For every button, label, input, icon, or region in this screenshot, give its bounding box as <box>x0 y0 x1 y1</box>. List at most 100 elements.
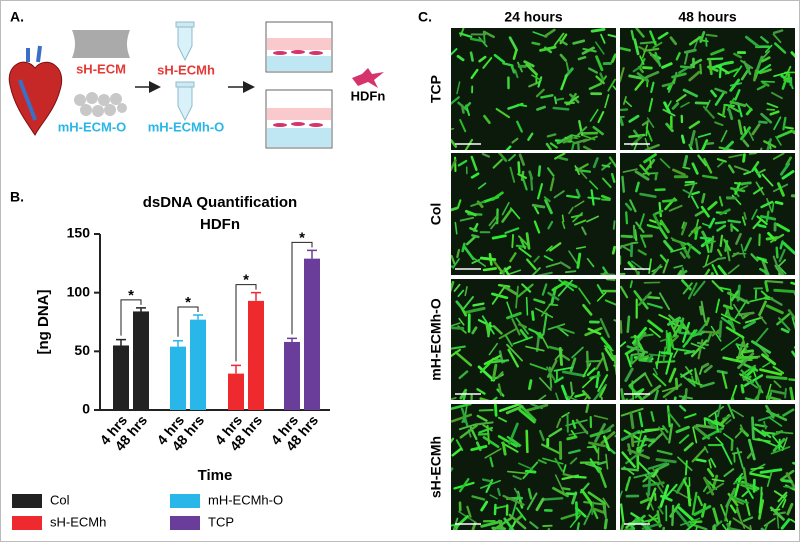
cell <box>588 82 602 91</box>
micrograph-background <box>451 28 616 150</box>
cell <box>708 459 712 469</box>
cell <box>631 380 634 400</box>
cell <box>482 267 497 272</box>
cell <box>681 267 685 275</box>
cell <box>583 504 595 526</box>
cell <box>691 491 698 516</box>
cell <box>727 219 742 224</box>
cell <box>470 200 486 207</box>
cell <box>690 195 699 209</box>
cell <box>729 504 737 514</box>
cell <box>568 430 589 436</box>
cell <box>627 397 634 400</box>
cell <box>647 462 668 470</box>
cell <box>498 328 517 340</box>
ecm-sheet <box>72 30 130 58</box>
micrograph-background <box>620 404 795 530</box>
cell <box>547 220 554 230</box>
cell <box>535 497 545 512</box>
cell <box>719 234 724 248</box>
cell <box>690 225 702 234</box>
cell <box>555 392 560 400</box>
cell <box>612 220 616 230</box>
cell <box>551 281 566 292</box>
cell <box>620 388 625 400</box>
cell <box>528 80 541 88</box>
cell <box>703 240 716 246</box>
cell <box>602 424 615 434</box>
cell <box>483 354 502 366</box>
legend-swatch <box>12 516 42 530</box>
cell <box>668 204 683 212</box>
cell <box>691 446 707 463</box>
cell <box>558 347 564 366</box>
cell <box>525 296 529 316</box>
cell <box>706 482 724 495</box>
cell <box>708 217 716 229</box>
cell <box>458 370 469 380</box>
cell <box>652 41 663 49</box>
cell <box>789 386 795 400</box>
cell <box>559 261 571 270</box>
cell <box>768 416 783 427</box>
cell <box>589 108 599 122</box>
cell <box>498 404 521 413</box>
cell <box>589 180 599 190</box>
cell <box>688 36 702 46</box>
cell <box>733 303 744 320</box>
cell <box>752 219 762 230</box>
cell <box>624 476 631 492</box>
cell <box>773 29 784 35</box>
cell <box>583 145 593 150</box>
cell <box>698 305 704 316</box>
cell <box>781 437 788 451</box>
cell <box>610 53 616 63</box>
cell <box>675 51 681 61</box>
cell <box>601 198 611 202</box>
cell <box>707 201 718 211</box>
cell <box>769 506 785 521</box>
cell <box>479 479 502 489</box>
cell <box>454 351 473 367</box>
cell <box>511 137 519 144</box>
cell <box>471 234 480 239</box>
cell <box>760 112 773 124</box>
cell <box>561 214 565 223</box>
cell <box>599 386 607 398</box>
cell <box>537 76 543 88</box>
cell <box>451 127 455 131</box>
cell <box>732 517 752 530</box>
cell <box>560 384 570 400</box>
cell <box>725 245 731 262</box>
cell <box>454 522 461 530</box>
cell <box>570 214 583 219</box>
cell <box>791 130 795 134</box>
cell <box>683 442 694 452</box>
cell <box>546 133 557 138</box>
cell <box>756 168 766 175</box>
cell <box>716 224 727 232</box>
cell <box>661 62 673 69</box>
cell <box>644 373 653 387</box>
cell <box>748 131 755 141</box>
cell <box>502 62 514 67</box>
row-label: mH-ECMh-O <box>428 298 444 381</box>
cell <box>639 55 645 65</box>
significance-mark: * <box>185 294 191 311</box>
cell <box>530 404 543 410</box>
cell <box>595 41 605 55</box>
cell <box>700 362 710 369</box>
cell <box>697 154 707 167</box>
cell <box>599 318 611 338</box>
cell <box>635 337 640 359</box>
cell <box>622 96 627 105</box>
cell <box>508 269 522 275</box>
cell <box>714 220 727 225</box>
cell <box>621 175 626 193</box>
cell <box>514 69 519 79</box>
row-label: TCP <box>428 75 444 103</box>
cell <box>595 55 604 72</box>
cell <box>537 459 547 465</box>
cell <box>688 70 701 82</box>
cell <box>458 317 465 326</box>
